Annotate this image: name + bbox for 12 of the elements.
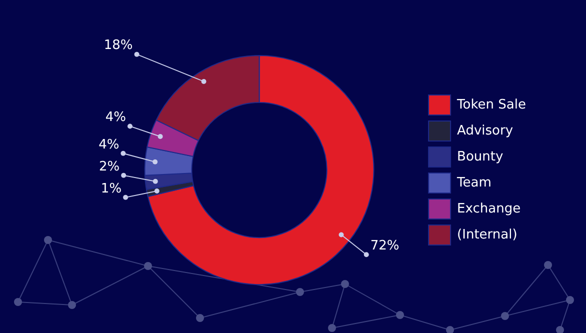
legend-label: Bounty [457,149,504,164]
legend-label: Advisory [457,123,514,138]
data-label: 72% [370,238,400,254]
legend-label: Team [456,175,492,190]
data-label: 4% [105,110,126,126]
data-label: 2% [98,159,120,174]
data-label: 4% [98,137,120,152]
legend-label: Exchange [457,201,521,216]
legend-label: (Internal) [457,227,518,242]
data-label: 1% [100,181,122,196]
data-label: 18% [104,38,133,54]
legend-label: Token Sale [456,97,526,112]
